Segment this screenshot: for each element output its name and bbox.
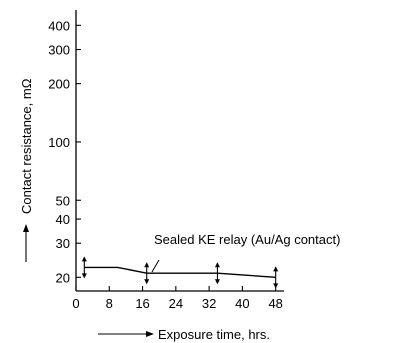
y-axis-title-group: Contact resistance, mΩ (19, 78, 34, 262)
y-axis: 20 30 40 50 100 200 300 400 (48, 10, 81, 291)
error-bar-cap-bottom (273, 283, 279, 289)
y-tick-label: 300 (48, 43, 70, 58)
x-axis-title: Exposure time, hrs. (158, 327, 270, 342)
x-axis: 0 8 16 24 32 40 48 (72, 286, 284, 311)
x-axis-title-group: Exposure time, hrs. (98, 327, 270, 342)
y-axis-title: Contact resistance, mΩ (19, 78, 34, 214)
x-axis-arrow-head (146, 331, 154, 337)
x-tick-label: 32 (202, 296, 216, 311)
y-tick-label: 20 (56, 270, 70, 285)
y-tick-label: 50 (56, 193, 70, 208)
y-tick-label: 40 (56, 212, 70, 227)
series-annotation: Sealed KE relay (Au/Ag contact) (154, 232, 340, 247)
x-tick-label: 24 (169, 296, 183, 311)
annotation-leader (151, 259, 160, 273)
x-tick-label: 40 (235, 296, 249, 311)
y-axis-arrow-head (23, 224, 29, 232)
x-ticks: 0 8 16 24 32 40 48 (72, 286, 283, 311)
series-layer (81, 256, 279, 289)
error-bar-cap-bottom (81, 273, 87, 279)
error-bar-cap-bottom (214, 279, 220, 285)
y-tick-label: 400 (48, 18, 70, 33)
y-tick-label: 100 (48, 135, 70, 150)
x-tick-label: 8 (106, 296, 113, 311)
error-bar-cap-top (273, 266, 279, 272)
y-tick-label: 200 (48, 77, 70, 92)
y-ticks: 20 30 40 50 100 200 300 400 (48, 18, 81, 285)
error-bar-cap-bottom (144, 279, 150, 285)
error-bar-cap-top (214, 262, 220, 268)
error-bar-cap-top (144, 262, 150, 268)
error-bar-cap-top (81, 256, 87, 262)
x-tick-label: 16 (135, 296, 149, 311)
x-tick-label: 48 (268, 296, 282, 311)
series-line (84, 266, 276, 278)
y-tick-label: 30 (56, 236, 70, 251)
x-tick-label: 0 (72, 296, 79, 311)
